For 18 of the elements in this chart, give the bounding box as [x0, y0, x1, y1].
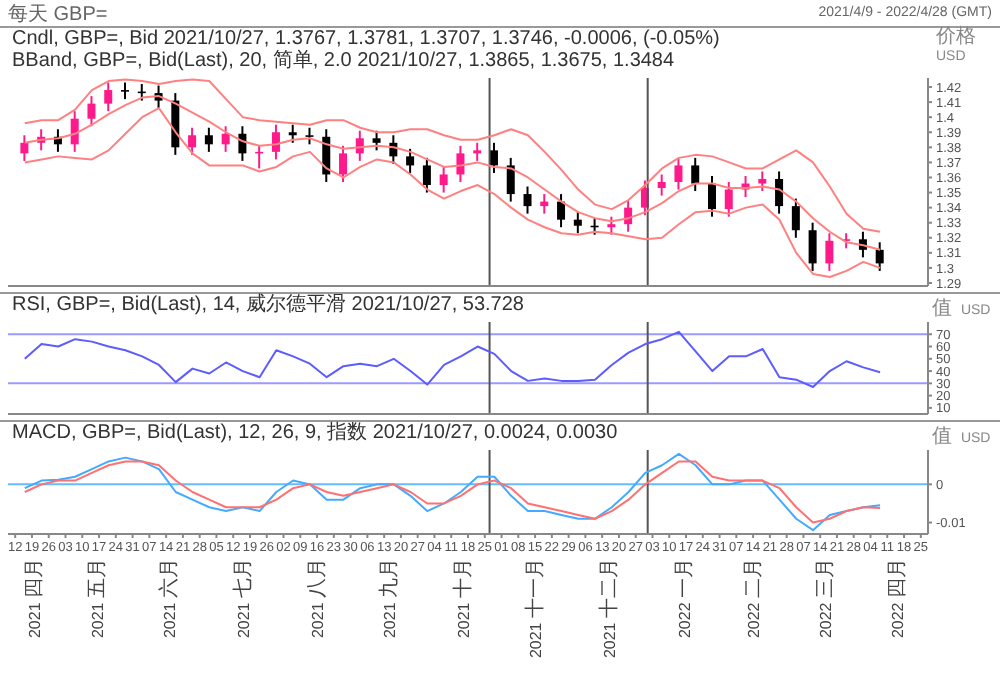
x2-tick-label: 2021 四月 — [24, 558, 47, 639]
chart-title: 每天 GBP= — [8, 2, 108, 26]
x2-tick-label: 2021 十一月 — [523, 558, 548, 659]
text: BBand, GBP=, Bid(Last), 20, 简单, 2.0 2021/10/27, 1.3865, 1.3675, 1.3484 — [12, 49, 675, 71]
x2-tick-label: 2021 七月 — [230, 558, 255, 639]
x2-tick-label: 2021 十二月 — [597, 558, 622, 659]
x2-tick-label: 2021 五月 — [86, 558, 109, 639]
x2-tick-label: 2022 三月 — [814, 558, 837, 639]
x2-tick-label: 2022 二月 — [743, 558, 766, 639]
x2-tick-label: 2021 八月 — [307, 558, 330, 639]
x2-tick-label: 2022 四月 — [886, 558, 909, 639]
x2-tick-label: 2021 九月 — [376, 558, 401, 639]
text: Cndl, GBP=, Bid 2021/10/27, 1.3767, 1.3781, 1.3707, 1.3746, -0.0006, (-0.05%) — [12, 28, 720, 50]
x2-tick-label: 2021 六月 — [156, 558, 181, 639]
x2-tick-label: 2021 十月 — [451, 558, 476, 639]
x2-tick-label: 2022 一月 — [673, 558, 696, 639]
text: RSI, GBP=, Bid(Last), 14, 威尔德平滑 2021/10/27, 53.728 — [12, 294, 524, 316]
text: MACD, GBP=, Bid(Last), 12, 26, 9, 指数 2021/10/27, 0.0024, 0.0030 — [12, 422, 618, 444]
